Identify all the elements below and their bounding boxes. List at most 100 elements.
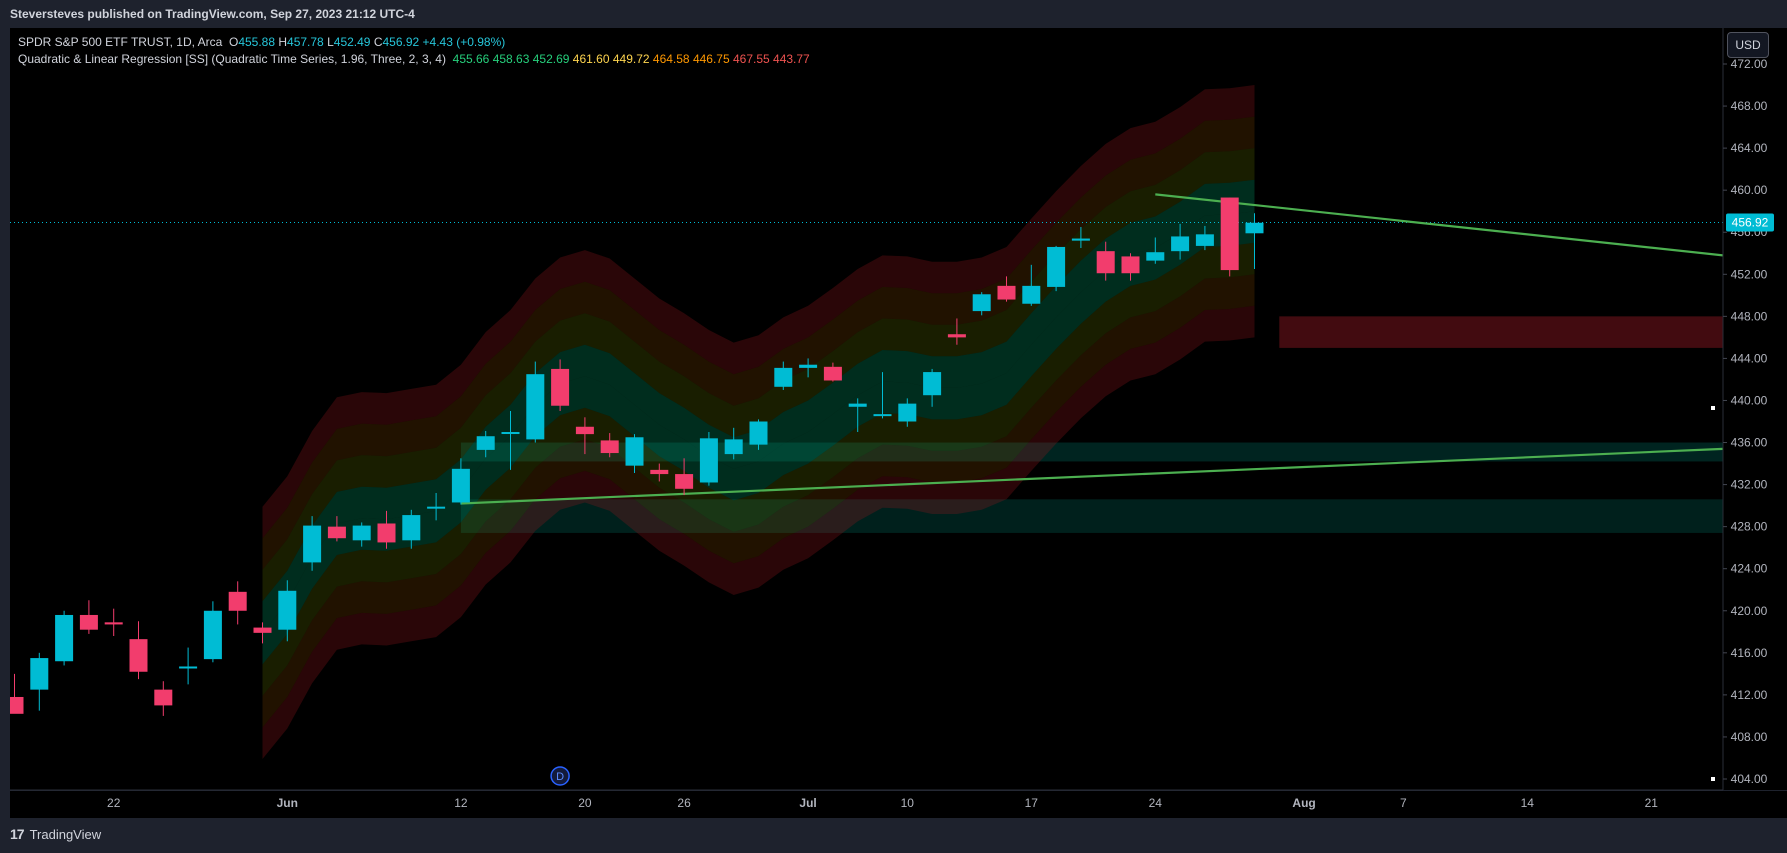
candle-body[interactable]: [352, 525, 371, 541]
candle-body[interactable]: [1245, 222, 1264, 234]
candle-body[interactable]: [600, 440, 619, 454]
symbol-legend-row: SPDR S&P 500 ETF TRUST, 1D, Arca O455.88…: [18, 34, 810, 51]
regression-band-upper: [262, 148, 1255, 602]
price-tick-label: 404.00: [1731, 772, 1768, 786]
candle-body[interactable]: [451, 468, 470, 503]
candle-body[interactable]: [873, 414, 892, 417]
time-tick-label: 7: [1400, 796, 1407, 810]
price-tick-label: 436.00: [1731, 436, 1768, 450]
indicator-values: 455.66 458.63 452.69 461.60 449.72 464.5…: [453, 52, 810, 66]
candle-body[interactable]: [724, 439, 743, 455]
candle-body[interactable]: [303, 525, 322, 563]
symbol-name: SPDR S&P 500 ETF TRUST, 1D, Arca: [18, 35, 223, 49]
candle-body[interactable]: [699, 438, 718, 483]
candle-body[interactable]: [749, 421, 768, 445]
price-scale-marker: [1711, 777, 1715, 781]
indicator-value: 461.60: [572, 52, 613, 66]
candle-body[interactable]: [650, 469, 669, 475]
candle-body[interactable]: [278, 590, 297, 630]
indicator-value: 467.55: [732, 52, 774, 66]
candle-body[interactable]: [501, 432, 520, 435]
candle-body[interactable]: [1047, 246, 1066, 287]
regression-band-upper: [262, 116, 1255, 570]
time-tick-label: 20: [578, 796, 592, 810]
high-value: 457.78: [287, 35, 324, 49]
close-value: 456.92: [382, 35, 420, 49]
indicator-value: 443.77: [773, 52, 810, 66]
candle-body[interactable]: [55, 614, 74, 662]
currency-button[interactable]: USD: [1727, 32, 1769, 58]
candle-body[interactable]: [377, 523, 396, 543]
candle-body[interactable]: [104, 622, 123, 625]
tradingview-logo-icon: 17: [10, 826, 25, 842]
candle-body[interactable]: [997, 285, 1016, 300]
high-label: H: [278, 35, 288, 49]
tradingview-brand-name: TradingView: [29, 826, 102, 842]
dividend-marker-label: D: [556, 771, 564, 783]
candle-body[interactable]: [6, 696, 24, 714]
candle-body[interactable]: [253, 627, 272, 633]
candle-body[interactable]: [427, 506, 446, 509]
time-tick-label: 10: [901, 796, 915, 810]
candle-body[interactable]: [402, 515, 421, 541]
price-tick-label: 428.00: [1731, 520, 1768, 534]
price-chart[interactable]: D 404.00 408.00 412.00 416.00 420.00 424.00 428…: [0, 0, 1787, 818]
price-tick-label: 452.00: [1731, 267, 1768, 281]
candle-body[interactable]: [179, 666, 198, 669]
candle-body[interactable]: [1096, 251, 1115, 274]
time-axis[interactable]: [10, 791, 1787, 818]
time-tick-label: Aug: [1292, 796, 1315, 810]
indicator-value: 452.69: [532, 52, 573, 66]
candle-body[interactable]: [1121, 256, 1140, 274]
candle-body[interactable]: [129, 639, 148, 672]
candle-body[interactable]: [154, 689, 173, 706]
candle-body[interactable]: [972, 294, 991, 312]
candle-body[interactable]: [625, 437, 644, 466]
time-tick-label: Jul: [799, 796, 816, 810]
candle-body[interactable]: [551, 368, 570, 406]
candle-body[interactable]: [476, 436, 495, 450]
indicator-value: 446.75: [692, 52, 733, 66]
candle-body[interactable]: [228, 591, 247, 611]
time-tick-label: 17: [1025, 796, 1039, 810]
candle-body[interactable]: [575, 426, 594, 435]
indicator-value: 449.72: [612, 52, 653, 66]
support-resistance-zone: [460, 499, 1723, 533]
trend-line[interactable]: [1155, 193, 1723, 257]
candle-body[interactable]: [30, 658, 49, 690]
candle-body[interactable]: [848, 403, 867, 407]
indicator-value: 455.66: [452, 52, 493, 66]
candle-body[interactable]: [526, 374, 545, 440]
candle-body[interactable]: [1195, 234, 1214, 246]
regression-band-lower: [262, 305, 1255, 759]
candle-body[interactable]: [1022, 285, 1041, 304]
candle-body[interactable]: [327, 526, 346, 539]
price-tick-label: 416.00: [1731, 646, 1768, 660]
candle-body[interactable]: [898, 403, 917, 422]
regression-band-upper: [262, 179, 1255, 633]
candle-body[interactable]: [675, 474, 694, 489]
last-price-label: 456.92: [1732, 216, 1769, 230]
price-axis[interactable]: [1723, 28, 1787, 790]
candle-body[interactable]: [1146, 252, 1165, 261]
candle-body[interactable]: [947, 334, 966, 338]
candle-body[interactable]: [923, 372, 942, 396]
dividend-marker-icon[interactable]: [550, 766, 570, 786]
candle-body[interactable]: [774, 367, 793, 387]
regression-band-lower: [262, 242, 1255, 696]
footer-bar: [0, 818, 1787, 853]
candle-body[interactable]: [203, 610, 222, 660]
candle-body[interactable]: [79, 614, 98, 630]
chart-panel[interactable]: [10, 28, 1724, 790]
candle-body[interactable]: [1171, 236, 1190, 252]
candle-body[interactable]: [1071, 238, 1090, 241]
trend-line[interactable]: [460, 447, 1723, 505]
publish-info: Steversteves published on TradingView.co…: [10, 7, 415, 21]
time-tick-label: 21: [1645, 796, 1659, 810]
candle-body[interactable]: [799, 364, 818, 368]
candle-body[interactable]: [823, 366, 842, 381]
indicator-value: 464.58: [652, 52, 693, 66]
candle-body[interactable]: [1220, 197, 1239, 271]
time-tick-label: 22: [107, 796, 121, 810]
tradingview-brand[interactable]: 17 TradingView: [10, 826, 101, 842]
